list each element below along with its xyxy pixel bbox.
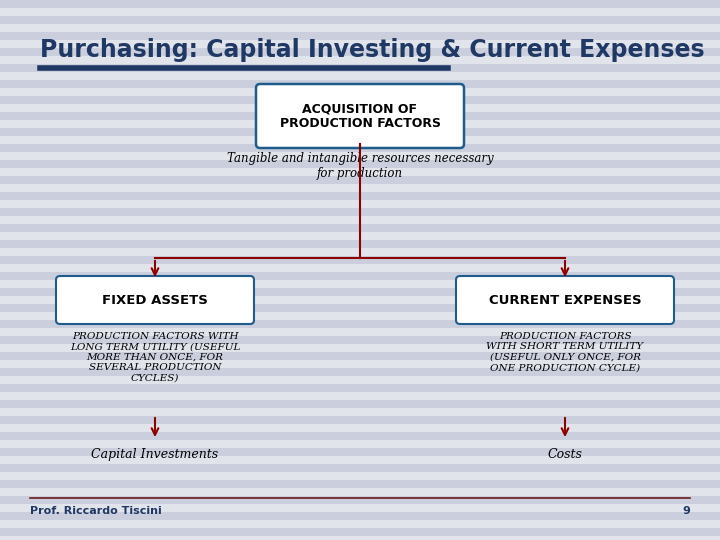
Text: Tangible and intangible resources necessary
for production: Tangible and intangible resources necess…: [227, 152, 493, 180]
Bar: [0, 288, 720, 296]
Bar: [0, 32, 720, 40]
Text: Capital Investments: Capital Investments: [91, 448, 219, 461]
Bar: [0, 272, 720, 280]
FancyBboxPatch shape: [456, 276, 674, 324]
Bar: [0, 448, 720, 456]
Text: PRODUCTION FACTORS
WITH SHORT TERM UTILITY
(USEFUL ONLY ONCE, FOR
ONE PRODUCTION: PRODUCTION FACTORS WITH SHORT TERM UTILI…: [487, 332, 644, 372]
Text: Costs: Costs: [548, 448, 582, 461]
Text: Prof. Riccardo Tiscini: Prof. Riccardo Tiscini: [30, 506, 162, 516]
Text: 9: 9: [682, 506, 690, 516]
Bar: [0, 0, 720, 8]
Bar: [0, 480, 720, 488]
Bar: [0, 304, 720, 312]
Bar: [0, 224, 720, 232]
Bar: [0, 432, 720, 440]
Bar: [0, 384, 720, 392]
Bar: [0, 80, 720, 88]
Bar: [0, 64, 720, 72]
Bar: [0, 256, 720, 264]
Bar: [0, 96, 720, 104]
Bar: [0, 176, 720, 184]
Bar: [0, 496, 720, 504]
Bar: [0, 528, 720, 536]
Bar: [0, 512, 720, 520]
Bar: [0, 416, 720, 424]
Bar: [0, 144, 720, 152]
Bar: [0, 192, 720, 200]
Text: FIXED ASSETS: FIXED ASSETS: [102, 294, 208, 307]
Bar: [0, 400, 720, 408]
Text: PRODUCTION FACTORS WITH
LONG TERM UTILITY (USEFUL
MORE THAN ONCE, FOR
SEVERAL PR: PRODUCTION FACTORS WITH LONG TERM UTILIT…: [70, 332, 240, 383]
Bar: [0, 128, 720, 136]
Bar: [0, 48, 720, 56]
FancyBboxPatch shape: [56, 276, 254, 324]
Bar: [0, 336, 720, 344]
Text: Purchasing: Capital Investing & Current Expenses: Purchasing: Capital Investing & Current …: [40, 38, 705, 62]
Bar: [0, 352, 720, 360]
Bar: [0, 240, 720, 248]
Bar: [0, 464, 720, 472]
Bar: [0, 320, 720, 328]
Text: CURRENT EXPENSES: CURRENT EXPENSES: [489, 294, 642, 307]
Bar: [0, 368, 720, 376]
Bar: [0, 112, 720, 120]
Bar: [0, 160, 720, 168]
Text: ACQUISITION OF
PRODUCTION FACTORS: ACQUISITION OF PRODUCTION FACTORS: [279, 102, 441, 130]
FancyBboxPatch shape: [256, 84, 464, 148]
Bar: [0, 208, 720, 216]
Bar: [0, 16, 720, 24]
